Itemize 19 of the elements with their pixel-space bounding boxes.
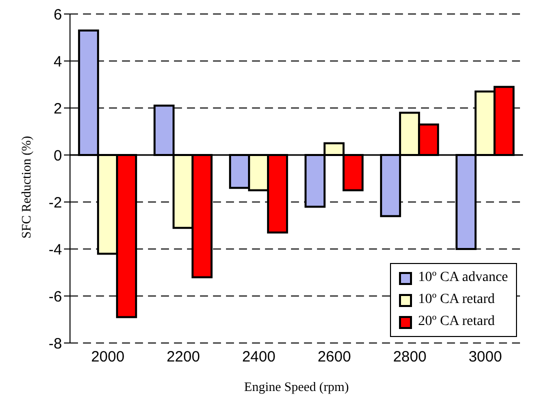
x-tick-label: 2200 [166, 348, 200, 366]
legend-label: 10º CA advance [418, 269, 508, 287]
y-tick-label: -6 [48, 288, 62, 306]
x-tick-label: 2000 [91, 348, 124, 366]
y-tick-label: 6 [54, 6, 62, 24]
x-tick-label: 2400 [242, 348, 276, 366]
y-axis-title: SFC Reduction (%) [18, 136, 34, 238]
y-tick-label: -8 [48, 335, 62, 352]
y-tick-label: 4 [54, 53, 62, 70]
legend-label: 10º CA retard [418, 291, 495, 309]
y-tick-label: -2 [48, 194, 62, 212]
x-axis-title: Engine Speed (rpm) [244, 379, 349, 394]
y-tick-label: 0 [54, 147, 62, 164]
legend-label: 20º CA retard [418, 313, 495, 331]
y-tick-label: 2 [54, 100, 62, 118]
x-tick-label: 2600 [318, 348, 351, 366]
y-tick-label: -4 [48, 241, 62, 258]
x-tick-label: 2800 [393, 348, 426, 366]
x-tick-label: 3000 [468, 348, 502, 366]
